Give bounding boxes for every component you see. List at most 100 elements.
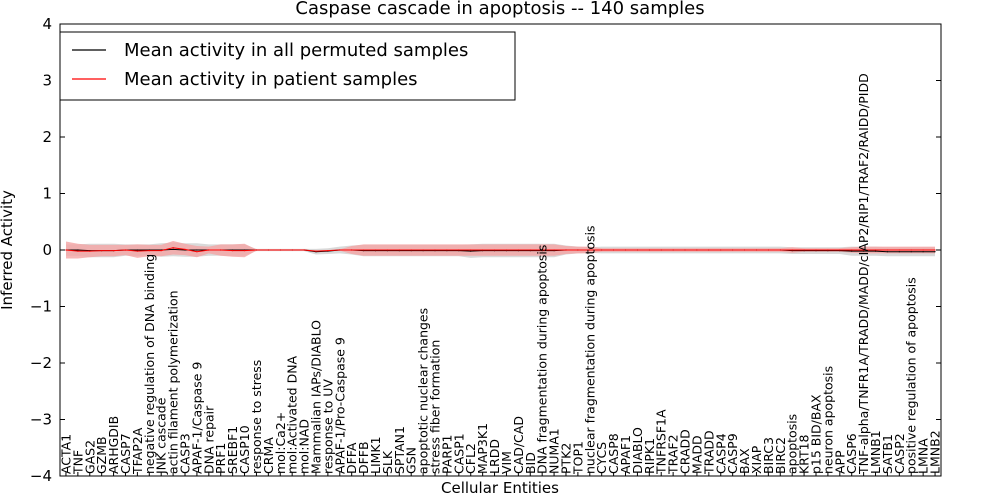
x-tick-label: LMNB2 xyxy=(928,430,943,474)
data-point xyxy=(184,248,186,250)
x-tick-label: CASP9 xyxy=(725,433,740,474)
x-tick-label: DFFA xyxy=(344,442,359,474)
data-point xyxy=(922,251,924,253)
data-point xyxy=(898,249,900,251)
data-point xyxy=(422,249,424,251)
data-point xyxy=(815,249,817,251)
data-point xyxy=(851,249,853,251)
y-tick-label: −1 xyxy=(30,298,52,316)
chart-title: Caspase cascade in apoptosis -- 140 samp… xyxy=(295,0,704,19)
x-tick-label: GZMB xyxy=(94,436,109,474)
x-tick-label: LRDD xyxy=(487,439,502,474)
data-point xyxy=(255,249,257,251)
data-point xyxy=(303,249,305,251)
y-tick-label: −4 xyxy=(30,467,52,485)
x-tick-label: TOP1 xyxy=(570,441,585,475)
data-point xyxy=(589,249,591,251)
x-tick-label: LMNA xyxy=(916,438,931,474)
x-tick-label: BAX xyxy=(737,448,752,474)
data-point xyxy=(196,249,198,251)
x-tick-label: JNK cascade xyxy=(154,397,169,475)
data-point xyxy=(351,249,353,251)
data-point xyxy=(803,249,805,251)
x-tick-label: NUMA1 xyxy=(547,428,562,474)
x-tick-label: DNA repair xyxy=(201,405,216,474)
data-point xyxy=(839,249,841,251)
x-axis-ticks: ACTA1TNFGAS2GZMBARHGDIBCASP7TFAP2Anegati… xyxy=(59,73,943,476)
x-tick-label: CYCS xyxy=(594,442,609,474)
x-tick-label: SPTAN1 xyxy=(392,426,407,474)
data-point xyxy=(863,249,865,251)
data-point xyxy=(601,249,603,251)
data-point xyxy=(636,249,639,251)
x-tick-label: APAF1 xyxy=(618,435,633,474)
x-tick-label: RIPK1 xyxy=(642,438,657,474)
y-tick-label: 2 xyxy=(42,128,52,146)
data-point xyxy=(124,249,127,251)
data-point xyxy=(77,250,79,252)
x-tick-label: actin filament polymerization xyxy=(166,290,181,474)
data-point xyxy=(363,249,365,251)
data-point xyxy=(577,249,579,251)
x-tick-label: CASP8 xyxy=(606,433,621,474)
y-tick-label: 1 xyxy=(42,185,52,203)
x-tick-label: PTK2 xyxy=(559,443,574,474)
x-tick-label: TNF-alpha/TNFR1A/TRADD/MADD/cIAP2/RIP1/T… xyxy=(856,73,871,475)
data-point xyxy=(755,249,758,251)
x-tick-label: response to UV xyxy=(320,379,335,474)
data-point xyxy=(482,249,484,251)
data-point xyxy=(279,249,281,251)
x-tick-label: CASP2 xyxy=(892,433,907,474)
x-tick-label: DFFB xyxy=(356,441,371,474)
data-point xyxy=(910,249,912,251)
y-tick-label: 3 xyxy=(42,72,52,90)
data-point xyxy=(434,249,436,251)
data-point xyxy=(220,249,222,251)
data-point xyxy=(744,249,746,251)
data-point xyxy=(232,250,234,252)
data-point xyxy=(172,247,174,249)
data-point xyxy=(65,249,67,251)
data-point xyxy=(708,249,710,251)
legend-label-patient: Mean activity in patient samples xyxy=(124,69,418,90)
x-tick-label: APAF-1/Pro-Caspase 9 xyxy=(332,337,347,474)
data-point xyxy=(160,250,162,252)
plot-area-frame xyxy=(59,23,942,477)
x-tick-label: nuclear fragmentation during apoptosis xyxy=(582,225,597,474)
x-tick-label: GSN xyxy=(404,447,419,474)
legend-box xyxy=(59,31,516,101)
data-point xyxy=(696,249,698,251)
x-tick-label: TNFRSF1A xyxy=(654,409,669,475)
data-point xyxy=(779,249,781,251)
legend-label-permuted: Mean activity in all permuted samples xyxy=(124,40,468,61)
data-point xyxy=(113,250,115,252)
x-tick-label: MAP3K1 xyxy=(475,423,490,474)
data-point xyxy=(101,250,103,252)
data-point xyxy=(291,249,293,251)
x-tick-label: CFL2 xyxy=(463,443,478,474)
x-tick-label: LIMK1 xyxy=(368,436,383,474)
x-tick-label: BIRC3 xyxy=(761,437,776,474)
x-tick-label: CASP7 xyxy=(118,433,133,474)
x-tick-label: MADD xyxy=(689,435,704,474)
x-tick-label: APAF-1/Caspase 9 xyxy=(189,362,204,474)
data-point xyxy=(791,249,793,251)
x-tick-label: DNA fragmentation during apoptosis xyxy=(535,245,550,474)
data-point xyxy=(874,250,877,252)
data-point xyxy=(922,249,924,251)
x-tick-label: p15 BID/BAX xyxy=(809,394,824,474)
x-tick-label: BIRC2 xyxy=(773,437,788,474)
y-axis-label: Inferred Activity xyxy=(0,190,16,310)
y-tick-label: −2 xyxy=(30,354,52,372)
x-tick-label: mol:Activated DNA xyxy=(285,355,300,474)
data-point xyxy=(517,249,520,251)
data-point xyxy=(827,249,829,251)
data-point xyxy=(863,250,865,252)
data-point xyxy=(672,249,674,251)
x-axis-label: Cellular Entities xyxy=(441,479,559,497)
x-tick-label: negative regulation of DNA binding xyxy=(142,254,157,474)
x-tick-label: PARP1 xyxy=(439,435,454,474)
data-point xyxy=(89,250,91,252)
x-tick-label: apoptosis xyxy=(785,414,800,474)
